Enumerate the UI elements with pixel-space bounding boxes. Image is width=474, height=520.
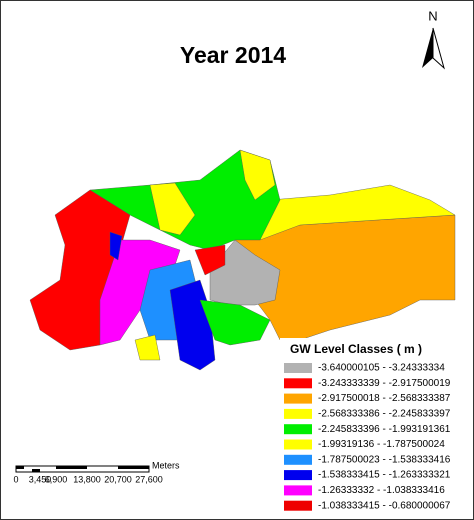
- legend-swatch: [284, 363, 312, 373]
- legend-swatch: [284, 408, 312, 419]
- legend-swatch: [284, 500, 312, 511]
- legend-swatch: [284, 378, 312, 389]
- scale-label: 3,450: [29, 474, 52, 484]
- legend-label: -3.640000105 - -3.24333334: [318, 363, 445, 374]
- legend-label: -1.99319136 - -1.787500024: [318, 439, 445, 450]
- map-title: Year 2014: [180, 42, 286, 68]
- legend-title: GW Level Classes ( m ): [290, 342, 422, 356]
- legend-label: -2.917500018 - -2.568333387: [318, 393, 451, 404]
- scale-label: 13,800: [73, 474, 101, 484]
- legend-swatch: [284, 485, 312, 496]
- scale-label: 20,700: [104, 474, 132, 484]
- scale-label: 0: [13, 474, 18, 484]
- legend-label: -1.26333332 - -1.038333416: [318, 485, 445, 496]
- scale-label: 27,600: [135, 474, 163, 484]
- legend-swatch: [284, 424, 312, 435]
- legend-swatch: [284, 470, 312, 481]
- north-arrow: [422, 27, 445, 70]
- north-label: N: [428, 8, 437, 23]
- legend-label: -1.538333415 - -1.263333321: [318, 470, 451, 481]
- legend-items: -3.640000105 - -3.24333334 -3.243333339 -…: [284, 363, 451, 511]
- legend-label: -2.245833396 - -1.993191361: [318, 424, 451, 435]
- legend-swatch: [284, 439, 312, 450]
- legend-label: -1.787500023 - -1.538333416: [318, 454, 451, 465]
- scale-label: 6,900: [45, 474, 68, 484]
- legend-label: -2.568333386 - -2.245833397: [318, 409, 451, 420]
- map-regions: [29, 149, 456, 371]
- legend-swatch: [284, 454, 312, 465]
- legend-swatch: [284, 393, 312, 404]
- legend-label: -1.038333415 - -0.680000067: [318, 500, 451, 511]
- scale-unit: Meters: [152, 460, 180, 470]
- legend-label: -3.243333339 - -2.917500019: [318, 378, 451, 389]
- scale-bar: [15, 465, 150, 473]
